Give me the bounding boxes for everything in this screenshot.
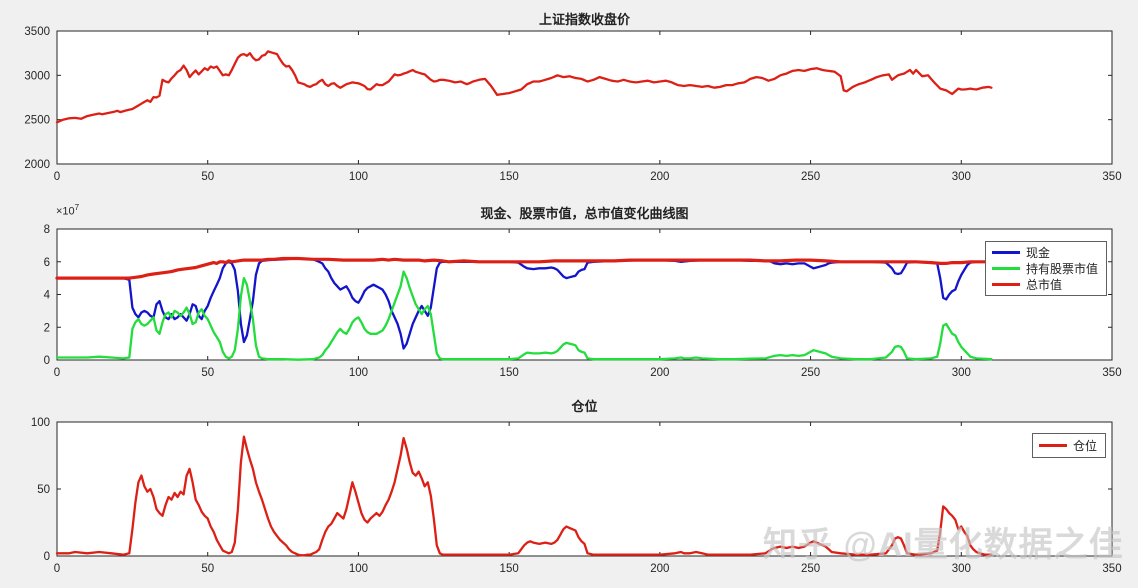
y-axis-exponent-label: ×107 [56, 203, 79, 218]
x-tick-label: 300 [952, 171, 971, 183]
x-tick-label: 300 [952, 563, 971, 575]
x-tick-label: 250 [801, 171, 820, 183]
legend-item: 持有股票市值 [992, 261, 1098, 277]
x-tick-label: 50 [201, 563, 214, 575]
x-tick-label: 350 [1102, 171, 1121, 183]
close-price-line [55, 50, 993, 124]
y-tick-label: 0 [44, 551, 50, 563]
y-tick-label: 0 [44, 355, 50, 367]
position-chart-title: 仓位 [571, 399, 598, 414]
legend-label: 仓位 [1073, 438, 1098, 453]
x-tick-label: 150 [500, 563, 519, 575]
y-tick-label: 100 [31, 417, 50, 429]
x-tick-label: 50 [201, 367, 214, 379]
price-plot: 0 50 100 150 200 250 300 350 2000 2500 3000 3500 [24, 26, 1121, 183]
exponent-power: 7 [74, 203, 80, 212]
y-tick-label: 8 [44, 224, 50, 236]
y-tick-label: 3000 [24, 70, 50, 82]
x-tick-label: 350 [1102, 563, 1121, 575]
x-tick-label: 0 [54, 563, 60, 575]
y-tick-label: 3500 [24, 26, 50, 38]
legend-label: 现金 [1026, 245, 1051, 260]
x-tick-label: 250 [801, 367, 820, 379]
x-tick-label: 150 [500, 367, 519, 379]
x-tick-label: 0 [54, 171, 60, 183]
x-tick-label: 250 [801, 563, 820, 575]
legend-line-swatch [992, 283, 1020, 286]
position-pct-line [55, 435, 993, 557]
value-plot-area [56, 228, 1113, 361]
legend-label: 总市值 [1026, 277, 1063, 292]
x-tick-label: 100 [349, 563, 368, 575]
y-tick-label: 2500 [24, 115, 50, 127]
y-tick-label: 6 [44, 257, 50, 269]
x-tick-label: 350 [1102, 367, 1121, 379]
x-tick-label: 300 [952, 367, 971, 379]
x-tick-label: 200 [650, 367, 669, 379]
total-value-line [55, 256, 994, 280]
y-tick-label: 4 [44, 290, 51, 302]
value-chart-legend[interactable]: 现金 持有股票市值 总市值 [985, 241, 1108, 296]
y-tick-label: 2 [44, 322, 50, 334]
legend-item: 总市值 [992, 277, 1098, 293]
value-plot: 0 50 100 150 200 250 300 350 0 2 4 6 8 [44, 224, 1122, 379]
price-plot-area [56, 30, 1113, 165]
value-chart-title: 现金、股票市值，总市值变化曲线图 [480, 206, 689, 221]
x-tick-label: 100 [349, 171, 368, 183]
x-tick-label: 0 [54, 367, 60, 379]
y-tick-label: 50 [37, 484, 50, 496]
x-tick-label: 50 [201, 171, 214, 183]
stock-value-line [55, 270, 993, 361]
position-plot-area [56, 421, 1113, 557]
x-tick-label: 150 [500, 171, 519, 183]
position-chart-legend[interactable]: 仓位 [1032, 433, 1107, 458]
price-chart-title: 上证指数收盘价 [538, 12, 630, 27]
cash-line [55, 257, 993, 350]
legend-line-swatch [992, 251, 1020, 254]
position-plot: 0 50 100 150 200 250 300 350 0 50 100 [31, 417, 1122, 575]
legend-item: 现金 [992, 245, 1098, 261]
legend-label: 持有股票市值 [1026, 261, 1099, 276]
legend-item: 仓位 [1039, 438, 1097, 454]
x-tick-label: 100 [349, 367, 368, 379]
exponent-base: ×10 [56, 205, 75, 218]
x-tick-label: 200 [650, 171, 669, 183]
legend-line-swatch [1039, 444, 1067, 447]
legend-line-swatch [992, 267, 1020, 270]
x-tick-label: 200 [650, 563, 669, 575]
y-tick-label: 2000 [24, 159, 50, 171]
